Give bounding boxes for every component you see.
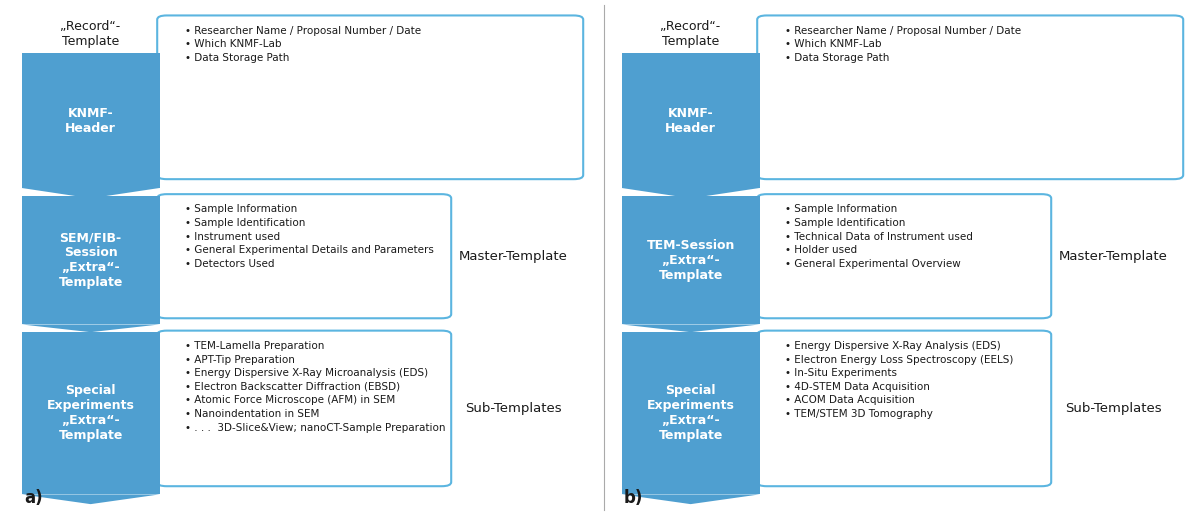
- Text: „Record“-
Template: „Record“- Template: [60, 21, 121, 48]
- Polygon shape: [22, 324, 160, 332]
- Text: KNMF-
Header: KNMF- Header: [665, 107, 716, 135]
- Text: Master-Template: Master-Template: [1060, 250, 1168, 263]
- Polygon shape: [622, 324, 760, 332]
- Text: TEM-Session
„Extra“-
Template: TEM-Session „Extra“- Template: [647, 238, 734, 282]
- Text: b): b): [624, 489, 643, 507]
- Polygon shape: [622, 494, 760, 504]
- Polygon shape: [22, 332, 160, 494]
- Polygon shape: [622, 332, 760, 494]
- Text: Master-Template: Master-Template: [460, 250, 568, 263]
- FancyBboxPatch shape: [157, 331, 451, 486]
- Text: Sub-Templates: Sub-Templates: [1066, 402, 1162, 415]
- Text: Special
Experiments
„Extra“-
Template: Special Experiments „Extra“- Template: [647, 384, 734, 442]
- Polygon shape: [22, 54, 160, 188]
- FancyBboxPatch shape: [757, 331, 1051, 486]
- Text: Sub-Templates: Sub-Templates: [466, 402, 562, 415]
- Text: „Record“-
Template: „Record“- Template: [660, 21, 721, 48]
- Polygon shape: [622, 196, 760, 324]
- Text: a): a): [24, 489, 43, 507]
- Polygon shape: [22, 188, 160, 198]
- Text: • Energy Dispersive X-Ray Analysis (EDS)
• Electron Energy Loss Spectroscopy (EE: • Energy Dispersive X-Ray Analysis (EDS)…: [785, 341, 1013, 419]
- Text: • Researcher Name / Proposal Number / Date
• Which KNMF-Lab
• Data Storage Path: • Researcher Name / Proposal Number / Da…: [185, 26, 421, 63]
- FancyBboxPatch shape: [757, 194, 1051, 318]
- FancyBboxPatch shape: [757, 15, 1183, 179]
- Text: KNMF-
Header: KNMF- Header: [65, 107, 116, 135]
- Text: • Researcher Name / Proposal Number / Date
• Which KNMF-Lab
• Data Storage Path: • Researcher Name / Proposal Number / Da…: [785, 26, 1021, 63]
- Text: • Sample Information
• Sample Identification
• Instrument used
• General Experim: • Sample Information • Sample Identifica…: [185, 204, 433, 269]
- FancyBboxPatch shape: [157, 15, 583, 179]
- Polygon shape: [622, 54, 760, 188]
- Polygon shape: [22, 196, 160, 324]
- Text: Special
Experiments
„Extra“-
Template: Special Experiments „Extra“- Template: [47, 384, 134, 442]
- FancyBboxPatch shape: [157, 194, 451, 318]
- Polygon shape: [622, 188, 760, 198]
- Polygon shape: [22, 494, 160, 504]
- Text: SEM/FIB-
Session
„Extra“-
Template: SEM/FIB- Session „Extra“- Template: [59, 231, 122, 289]
- Text: • Sample Information
• Sample Identification
• Technical Data of Instrument used: • Sample Information • Sample Identifica…: [785, 204, 973, 269]
- Text: • TEM-Lamella Preparation
• APT-Tip Preparation
• Energy Dispersive X-Ray Microa: • TEM-Lamella Preparation • APT-Tip Prep…: [185, 341, 445, 433]
